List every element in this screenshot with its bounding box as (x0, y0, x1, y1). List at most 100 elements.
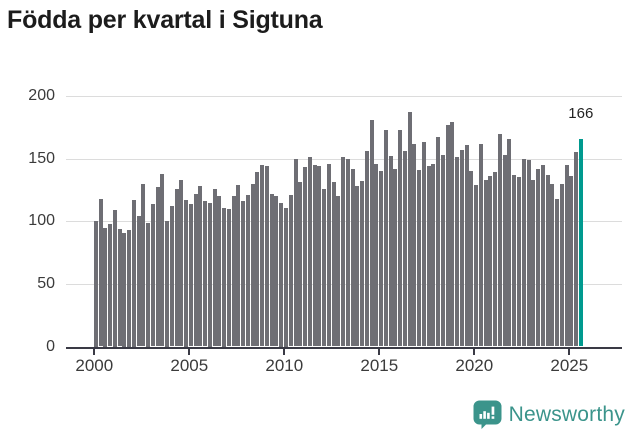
bar (231, 196, 236, 347)
bar (336, 196, 341, 347)
bar (459, 149, 464, 347)
bar (207, 202, 212, 347)
bar (488, 176, 493, 347)
bar (364, 151, 369, 347)
y-axis-label: 0 (46, 337, 55, 355)
bar (307, 157, 312, 347)
bar (550, 183, 555, 347)
x-axis-label: 2025 (550, 355, 589, 375)
last-value-annotation: 166 (568, 105, 594, 122)
newsworthy-logo-icon (473, 400, 502, 429)
bar (455, 157, 460, 347)
newsworthy-wordmark: Newsworthy (508, 402, 625, 426)
bar (103, 227, 108, 347)
bar (483, 179, 488, 347)
logo-exclamation-dot (491, 416, 494, 419)
bar (502, 154, 507, 347)
bar (188, 203, 193, 347)
bar (141, 183, 146, 347)
bar (445, 124, 450, 347)
bar (212, 188, 217, 347)
logo-bar-1 (479, 414, 482, 419)
bar (317, 166, 322, 347)
bar (355, 186, 360, 347)
bar (274, 196, 279, 347)
bar (255, 172, 260, 347)
x-axis-tick (93, 348, 96, 355)
bar (545, 174, 550, 347)
bar (217, 196, 222, 347)
bar (112, 210, 117, 347)
bar (179, 179, 184, 347)
bar (331, 182, 336, 347)
bar (388, 156, 393, 347)
bar (521, 158, 526, 347)
x-axis-tick (378, 348, 381, 355)
x-axis-tick (283, 348, 286, 355)
bar (155, 187, 160, 347)
bar (407, 112, 412, 347)
bar (512, 174, 517, 347)
x-axis-label: 2000 (75, 355, 114, 375)
bar (516, 177, 521, 347)
highlighted-bar (578, 138, 583, 347)
y-axis-label: 200 (28, 87, 55, 104)
bar (184, 200, 189, 347)
bar (264, 166, 269, 347)
bar (369, 119, 374, 347)
bar (326, 163, 331, 347)
bar (245, 194, 250, 347)
bar (303, 167, 308, 347)
y-axis-label: 100 (28, 212, 55, 230)
newsworthy-logo[interactable]: Newsworthy (473, 400, 625, 429)
bar (564, 164, 569, 347)
bar (493, 172, 498, 347)
gridline (66, 96, 622, 97)
bar (203, 201, 208, 347)
bar (402, 151, 407, 347)
bar (526, 159, 531, 347)
bar (383, 129, 388, 347)
bar (165, 221, 170, 347)
bar (393, 168, 398, 347)
bar (298, 182, 303, 347)
bar (417, 169, 422, 347)
bar (431, 163, 436, 347)
bar (469, 171, 474, 347)
bar (450, 122, 455, 347)
x-axis-label: 2010 (265, 355, 304, 375)
bar (559, 183, 564, 347)
bar (531, 179, 536, 347)
bar (160, 173, 165, 347)
bar (122, 232, 127, 347)
bar (398, 129, 403, 347)
bar (146, 222, 151, 347)
bar (426, 166, 431, 347)
x-axis-line (66, 346, 622, 349)
bar (322, 188, 327, 347)
bar (421, 142, 426, 347)
bar (360, 181, 365, 347)
bar (236, 184, 241, 347)
bar (374, 163, 379, 347)
bar (288, 194, 293, 347)
bar (222, 207, 227, 347)
bar (293, 158, 298, 347)
bar (341, 157, 346, 347)
bar (131, 200, 136, 347)
chart-title: Födda per kvartal i Sigtuna (7, 6, 323, 34)
y-axis-label: 50 (37, 274, 55, 292)
x-axis-tick (568, 348, 571, 355)
bar (412, 143, 417, 347)
bar (241, 201, 246, 347)
bar (312, 164, 317, 347)
bar (98, 198, 103, 347)
bar (536, 168, 540, 347)
bar (250, 183, 255, 347)
bar (279, 202, 284, 347)
bar (260, 164, 265, 347)
bar (284, 207, 288, 347)
logo-bar-3 (486, 412, 490, 419)
bar (464, 144, 469, 347)
bar (108, 223, 113, 347)
